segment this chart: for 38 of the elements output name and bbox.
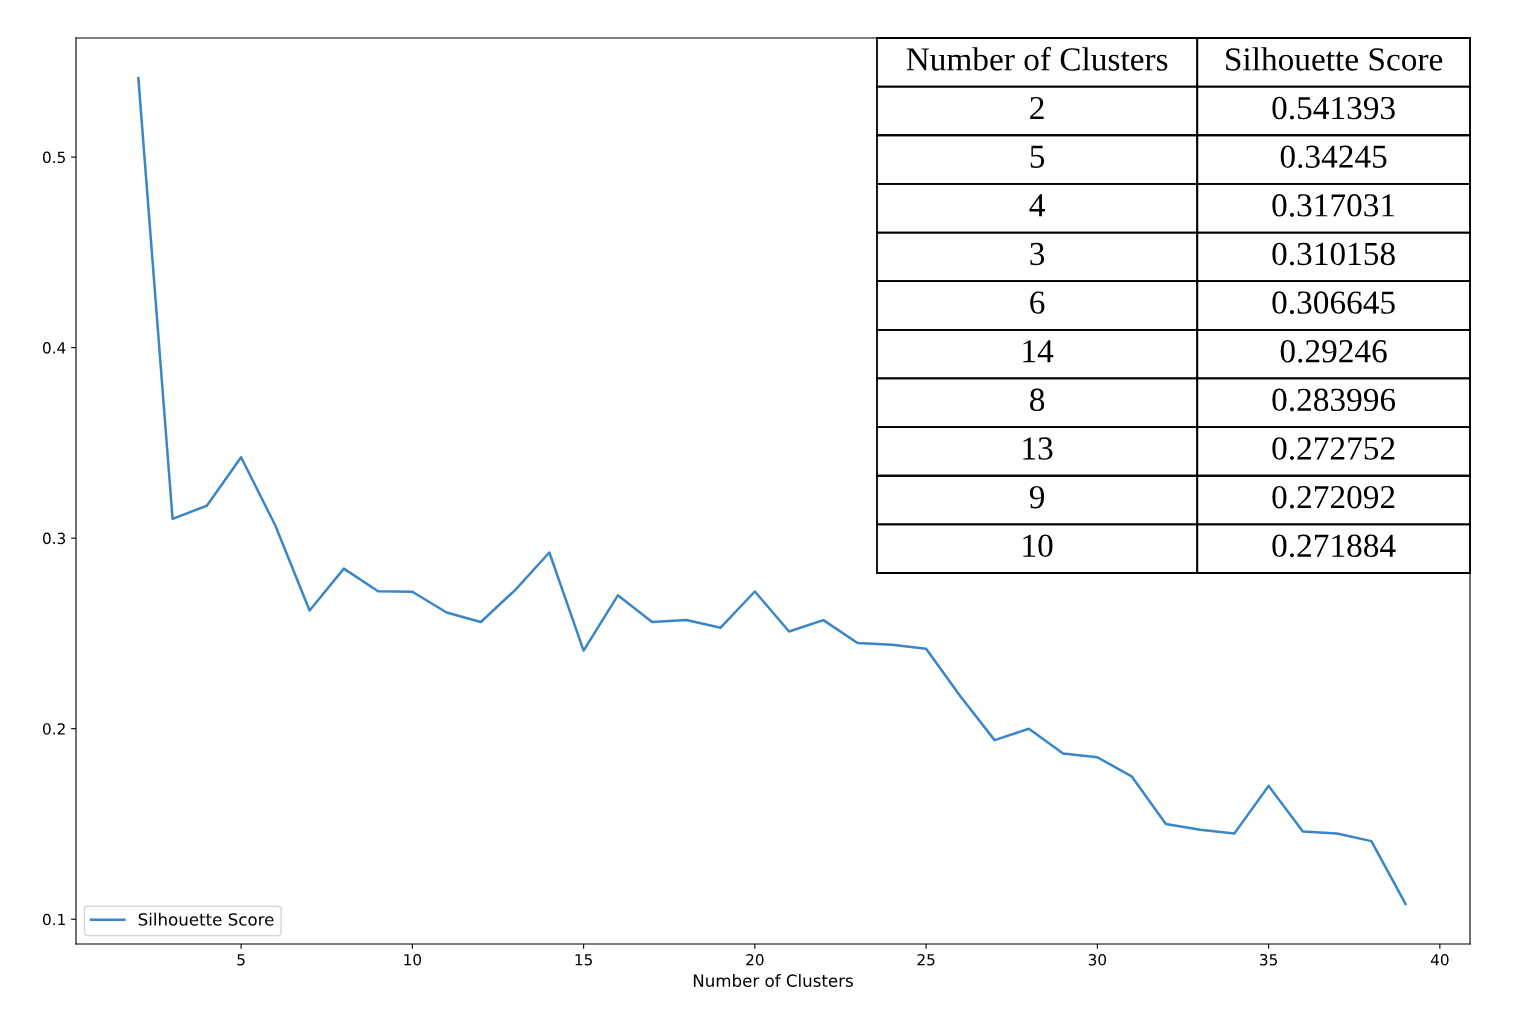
x-tick-label: 40 (1430, 953, 1449, 966)
annotation: 14 (1023, 340, 1054, 363)
annotation: 3 (1030, 242, 1045, 266)
annotation: Silhouette Score (1226, 47, 1443, 71)
annotation: 0.272092 (1272, 485, 1395, 509)
annotation: 8 (1030, 388, 1045, 412)
annotation: 13 (1023, 437, 1053, 460)
y-tick-label: 0.1 (42, 913, 65, 926)
annotation: 9 (1029, 485, 1045, 509)
annotation: 0.317031 (1272, 194, 1395, 217)
annotation: 0.283996 (1272, 388, 1396, 412)
annotation: 4 (1029, 194, 1045, 217)
annotation: 0.541393 (1272, 96, 1395, 120)
y-tick-label: 0.3 (42, 532, 66, 545)
y-tick-label: 0.5 (42, 151, 65, 164)
y-tick-label: 0.4 (42, 342, 66, 354)
annotation: Number of Clusters (906, 46, 1168, 71)
y-tick-label: 0.2 (42, 723, 65, 735)
annotation: 0.271884 (1272, 534, 1396, 558)
annotation: 2 (1030, 96, 1044, 119)
annotation: 0.34245 (1280, 145, 1387, 169)
x-tick-label: 15 (575, 954, 592, 966)
annotation: 10 (1023, 534, 1053, 558)
x-tick-label: 30 (1088, 953, 1107, 966)
x-tick-label: 20 (746, 953, 764, 966)
annotation: 0.29246 (1280, 339, 1387, 363)
legend-label: Silhouette Score (138, 912, 274, 926)
x-tick-label: 25 (917, 953, 935, 966)
x-tick-label: 10 (404, 953, 422, 966)
x-axis-title: Number of Clusters (693, 974, 853, 987)
x-tick-label: 35 (1260, 953, 1277, 966)
line-series (137, 76, 1407, 906)
annotation: 6 (1030, 291, 1045, 314)
annotation: 0.306645 (1272, 291, 1395, 314)
annotation: 5 (1030, 145, 1045, 168)
annotation: 0.310158 (1272, 242, 1395, 266)
annotation: 0.272752 (1272, 437, 1395, 460)
x-tick-label: 5 (237, 954, 245, 966)
